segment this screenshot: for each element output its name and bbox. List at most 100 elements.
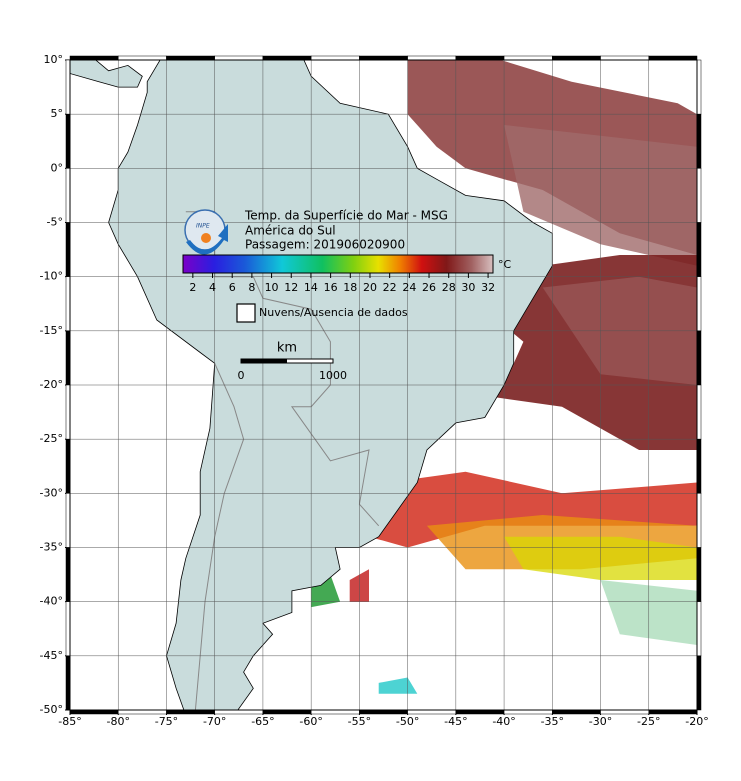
frame-segment [696, 168, 702, 223]
x-tick-label: -65° [251, 715, 274, 728]
frame-segment [214, 55, 264, 61]
frame-segment [65, 438, 71, 494]
frame-segment [69, 55, 119, 61]
frame-segment [310, 709, 360, 715]
title-line: Temp. da Superfície do Mar - MSG [244, 209, 448, 223]
colorbar-tick-label: 32 [481, 281, 495, 294]
frame-segment [262, 709, 312, 715]
colorbar-tick-label: 28 [442, 281, 456, 294]
frame-segment [117, 55, 167, 61]
title-line: Passagem: 201906020900 [245, 238, 405, 252]
scalebar-unit: km [277, 341, 297, 356]
x-tick-label: -35° [541, 715, 564, 728]
frame-segment [455, 709, 505, 715]
frame-segment [407, 55, 457, 61]
axes: -85° -80° -75° -70° -65° -60° -55° -50° -45° -40°… [40, 53, 709, 728]
colorbar-tick-label: 24 [402, 281, 416, 294]
x-tick-label: -30° [589, 715, 612, 728]
colorbar-tick-label: 26 [422, 281, 436, 294]
frame-segment [552, 55, 601, 61]
y-tick-label: -10° [40, 270, 63, 283]
frame-segment [696, 655, 702, 711]
frame-segment [696, 330, 702, 386]
scalebar-label: 1000 [319, 369, 347, 382]
frame-segment [552, 709, 601, 715]
logo: INPE [184, 209, 228, 255]
frame-segment [359, 709, 408, 715]
frame-segment [407, 709, 457, 715]
frame-segment [65, 168, 71, 223]
frame-segment [696, 601, 702, 657]
colorbar-tick-label: 16 [324, 281, 338, 294]
logo-arrow [186, 224, 228, 255]
x-tick-label: -50° [396, 715, 419, 728]
frame-segment [65, 59, 71, 115]
colorbar [182, 254, 494, 274]
legend-swatch [236, 303, 256, 323]
frame-segment [65, 601, 71, 657]
graticule [70, 60, 697, 710]
y-tick-label: -35° [40, 541, 63, 554]
frame-segment [696, 493, 702, 548]
frame-segment [359, 55, 408, 61]
frame-segment [65, 222, 71, 277]
frame-segment [696, 59, 702, 115]
frame-segment [696, 547, 702, 602]
x-tick-label: -45° [444, 715, 467, 728]
colorbar-tick-label: 30 [461, 281, 475, 294]
scalebar-segment [241, 359, 287, 363]
y-tick-label: -25° [40, 432, 63, 445]
frame-segment [65, 276, 71, 332]
title-line: América do Sul [245, 224, 336, 238]
x-tick-label: -70° [203, 715, 226, 728]
frame-segment [455, 55, 505, 61]
y-tick-label: -20° [40, 378, 63, 391]
x-tick-label: -60° [299, 715, 322, 728]
y-tick-label: -15° [40, 324, 63, 337]
frame-segment [310, 55, 360, 61]
frame-segment [65, 330, 71, 386]
colorbar-tick-label: 22 [383, 281, 397, 294]
frame-segment [696, 222, 702, 277]
x-tick-label: -75° [155, 715, 178, 728]
frame-segment [65, 493, 71, 548]
frame-segment [696, 276, 702, 332]
logo-text: INPE [196, 223, 210, 230]
colorbar-tick-label: 4 [209, 281, 216, 294]
y-tick-label: -40° [40, 595, 63, 608]
overlay: INPE Temp. da Superfície do Mar - MSG Am… [182, 209, 512, 382]
x-tick-label: -20° [685, 715, 708, 728]
frame-segment [648, 55, 698, 61]
y-tick-label: -30° [40, 486, 63, 499]
frame-segment [503, 55, 553, 61]
frame-segment [65, 113, 71, 169]
colorbar-tick-label: 14 [304, 281, 318, 294]
y-tick-label: 5° [51, 107, 64, 120]
frame-segment [503, 709, 553, 715]
frame-segment [600, 709, 650, 715]
colorbar-tick-label: 8 [248, 281, 255, 294]
colorbar-tick-label: 18 [343, 281, 357, 294]
x-tick-label: -55° [348, 715, 371, 728]
legend-label: Nuvens/Ausencia de dados [259, 306, 408, 319]
x-tick-label: -25° [637, 715, 660, 728]
scalebar-label: 0 [238, 369, 245, 382]
y-tick-label: 0° [51, 161, 64, 174]
colorbar-tick-label: 12 [284, 281, 298, 294]
frame-segment [262, 55, 312, 61]
frame [69, 59, 698, 711]
frame-segment [166, 55, 215, 61]
frame-segment [696, 384, 702, 440]
frame-segment [696, 113, 702, 169]
y-tick-label: -45° [40, 649, 63, 662]
frame-segment [166, 709, 215, 715]
colorbar-unit: °C [498, 258, 512, 271]
y-tick-label: -50° [40, 703, 63, 716]
frame-segment [600, 55, 650, 61]
frame-segment [214, 709, 264, 715]
colorbar-tick-label: 20 [363, 281, 377, 294]
frame-segment [696, 438, 702, 494]
frame-segment [69, 709, 119, 715]
colorbar-tick-label: 6 [229, 281, 236, 294]
